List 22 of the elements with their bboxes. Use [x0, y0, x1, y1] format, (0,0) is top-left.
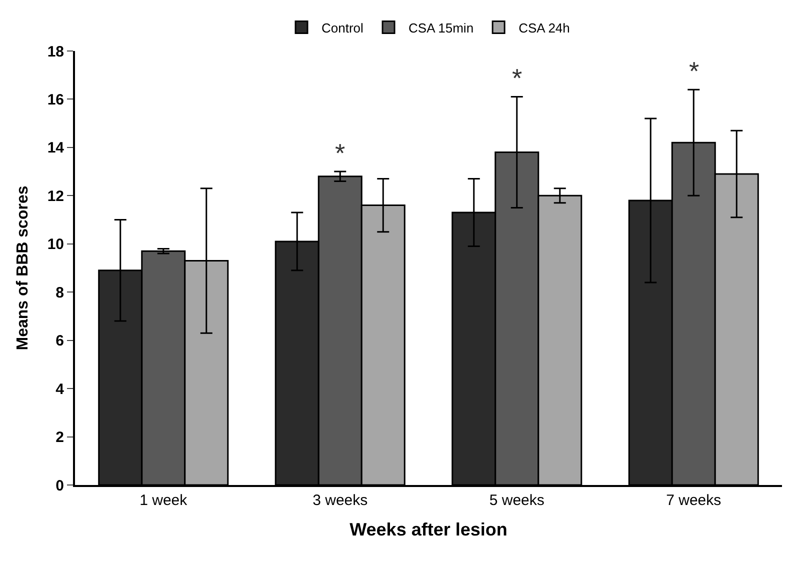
y-tick-label: 8: [56, 284, 64, 302]
x-tick-label: 3 weeks: [312, 492, 368, 509]
y-tick-label: 0: [56, 477, 64, 494]
y-tick-label: 12: [47, 188, 64, 205]
x-tick-label: 7 weeks: [666, 492, 722, 509]
legend-label: CSA 24h: [518, 20, 570, 36]
y-tick-label: 10: [47, 236, 64, 254]
legend-label: Control: [322, 20, 364, 36]
y-tick-label: 2: [56, 429, 64, 446]
y-tick-label: 4: [56, 380, 65, 398]
legend-label: CSA 15min: [408, 20, 474, 36]
x-axis-title: Weeks after lesion: [350, 520, 508, 540]
annotation: *: [512, 63, 522, 93]
y-tick-label: 18: [47, 43, 64, 60]
annotation: *: [335, 138, 346, 168]
y-axis-title: Means of BBB scores: [14, 186, 32, 350]
x-tick-label: 1 week: [140, 492, 188, 509]
annotation: *: [689, 56, 700, 86]
y-tick-label: 14: [47, 140, 65, 157]
y-tick-label: 6: [56, 332, 64, 350]
y-tick-label: 16: [47, 91, 64, 108]
x-tick-label: 5 weeks: [489, 492, 544, 509]
